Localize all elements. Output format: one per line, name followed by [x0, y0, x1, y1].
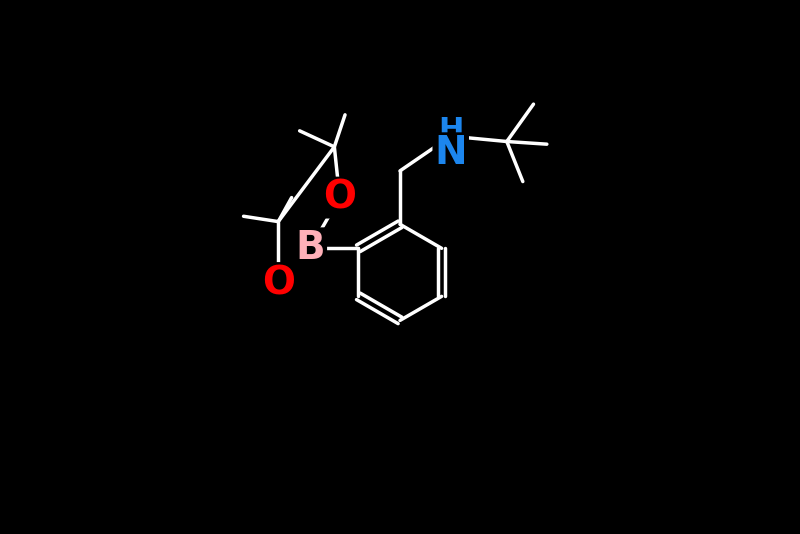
Text: O: O: [262, 264, 294, 302]
Text: H: H: [438, 116, 463, 145]
Text: N: N: [434, 134, 467, 172]
Text: B: B: [295, 229, 325, 268]
Text: O: O: [323, 178, 356, 217]
